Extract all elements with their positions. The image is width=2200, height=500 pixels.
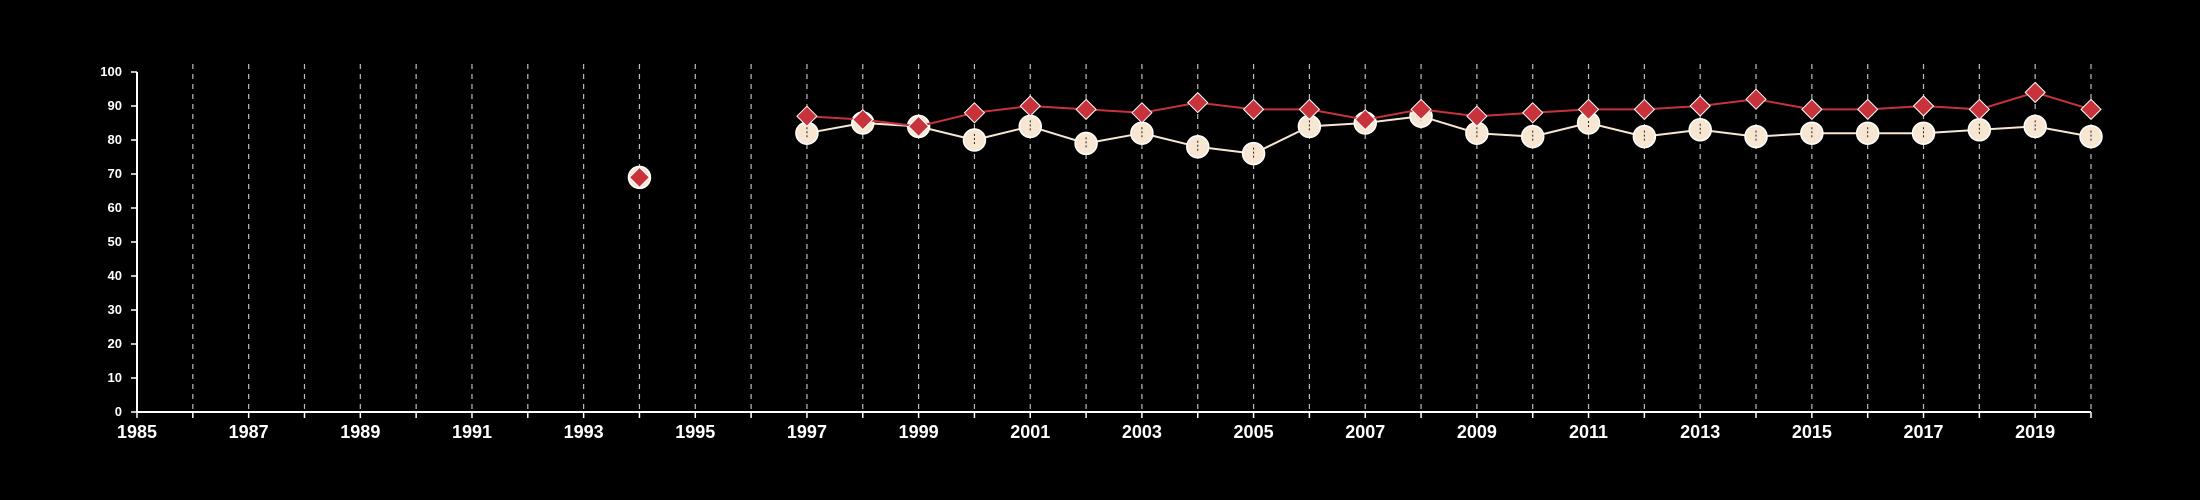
x-tick-label: 2003 [1122,422,1162,442]
x-tick-label: 1997 [787,422,827,442]
data-point [1354,108,1376,131]
data-point [1131,102,1153,124]
data-point [1242,98,1265,121]
y-tick-label: 90 [108,98,122,113]
data-point [1912,95,1935,117]
data-point [2024,81,2046,104]
data-point [1187,91,1209,114]
x-tick-label: 2007 [1345,422,1385,442]
y-tick-label: 100 [100,64,122,79]
data-point [1466,105,1488,127]
x-axis-ticks: 1985 1987 1989 1991 1993 1995 1997 1999 2001 2003… [117,412,2092,442]
series-segment [1755,98,1813,111]
x-tick-label: 1993 [564,422,604,442]
y-tick-label: 50 [108,234,122,249]
x-tick-label: 2019 [2015,422,2055,442]
y-tick-label: 30 [108,302,122,317]
y-tick-label: 70 [108,166,122,181]
y-tick-label: 10 [108,370,122,385]
y-tick-label: 0 [115,404,122,419]
data-point [1522,102,1544,124]
x-tick-label: 1989 [340,422,380,442]
data-point [1633,98,1656,121]
data-point [852,108,874,131]
x-tick-label: 2011 [1569,422,1608,442]
series-diamond [628,81,2102,189]
data-point [628,166,651,189]
x-tick-label: 2009 [1457,422,1497,442]
x-tick-label: 1995 [675,422,715,442]
x-tick-label: 1999 [899,422,939,442]
series-segment [2034,91,2092,111]
data-point [796,105,818,127]
series-segment [1365,108,1422,121]
data-point [1577,98,1600,121]
series-segment [1979,91,2036,111]
y-tick-label: 80 [108,132,122,147]
data-point [1019,95,1041,117]
data-point [1968,98,1991,121]
grid [192,64,2092,412]
y-tick-label: 20 [108,336,122,351]
x-tick-label: 2005 [1234,422,1274,442]
data-point [1410,98,1432,121]
data-point [1075,98,1097,121]
series-segment [918,111,975,128]
data-point [907,115,930,138]
x-tick-label: 2015 [1792,422,1832,442]
data-point [1856,98,1879,121]
x-tick-label: 2001 [1010,422,1050,442]
data-point [1689,95,1711,117]
x-tick-label: 1991 [452,422,492,442]
y-tick-label: 40 [108,268,122,283]
x-tick-label: 2017 [1903,422,1943,442]
data-point [1298,98,1321,121]
x-tick-label: 1987 [229,422,269,442]
data-point [963,102,986,124]
y-axis-ticks: 0 10 20 30 40 50 60 70 80 90 100 [100,64,137,419]
data-point [2080,98,2102,121]
y-tick-label: 60 [108,200,122,215]
x-tick-label: 2013 [1680,422,1720,442]
data-point [1745,88,1767,110]
axes [136,72,2091,413]
series-segment [1141,101,1198,114]
series [627,81,2103,190]
data-point [1801,98,1823,121]
series-segment [1309,108,1366,121]
x-tick-label: 1985 [117,422,157,442]
